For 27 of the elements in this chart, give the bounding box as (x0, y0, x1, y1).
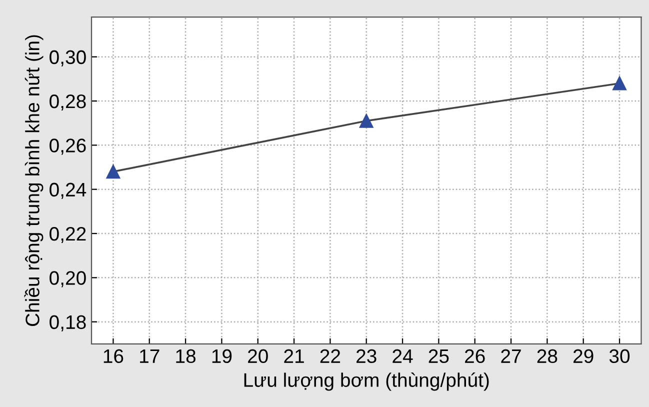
y-tick-label: 0,20 (50, 271, 86, 288)
x-tick-label: 28 (537, 349, 558, 364)
x-tick-label: 25 (428, 349, 449, 364)
x-axis-title: Lưu lượng bơm (thùng/phút) (244, 372, 489, 391)
x-tick-label: 17 (140, 349, 160, 363)
y-tick-label: 0,30 (50, 50, 86, 66)
x-tick-label: 22 (320, 349, 340, 363)
x-tick-label: 26 (465, 349, 485, 364)
y-tick-label: 0,28 (50, 94, 86, 111)
x-tick-label: 24 (392, 349, 413, 363)
y-tick-label: 0,24 (50, 182, 86, 199)
x-tick-label: 20 (248, 349, 268, 364)
x-tick-label: 16 (104, 349, 124, 364)
y-tick-label: 0,22 (50, 226, 86, 244)
x-tick-label: 18 (176, 349, 196, 364)
x-tick-label: 23 (356, 349, 376, 364)
y-axis-title: Chiều rộng trung bình khe nứt (in) (24, 35, 44, 326)
point (612, 76, 626, 90)
point (106, 164, 120, 179)
y-tick-label: 0,18 (50, 315, 86, 332)
x-tick-label: 21 (284, 349, 304, 363)
y-tick-label: 0,26 (50, 138, 86, 155)
x-tick-label: 30 (609, 349, 630, 364)
x-tick-label: 19 (212, 349, 232, 364)
x-tick-label: 27 (501, 349, 521, 363)
x-tick-label: 29 (574, 349, 594, 364)
point (359, 114, 374, 128)
